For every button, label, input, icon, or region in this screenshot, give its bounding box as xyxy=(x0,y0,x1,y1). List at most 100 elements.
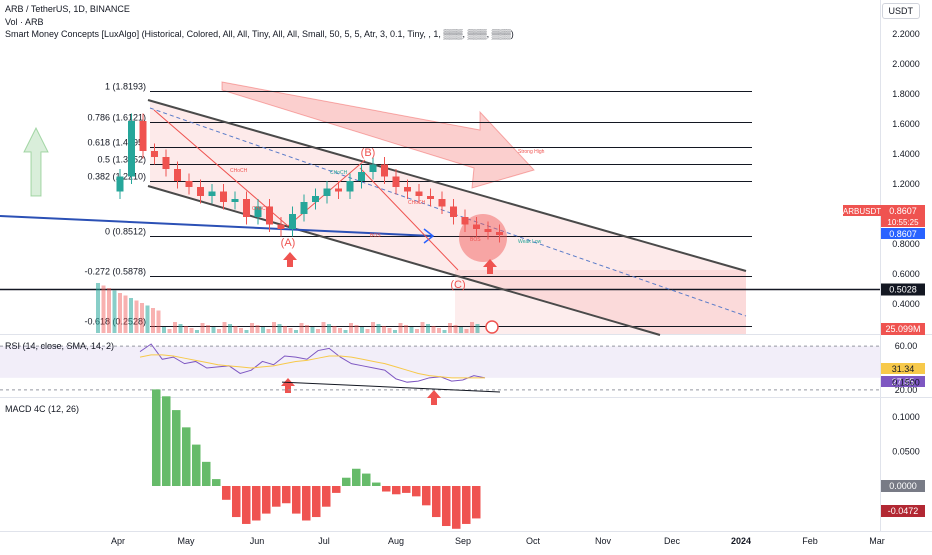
fib-level-label: 0.618 (1.4495) xyxy=(87,138,146,148)
rsi-tick-label: 20.00 xyxy=(895,385,918,395)
volume-bar xyxy=(382,326,386,333)
volume-bar xyxy=(112,290,117,333)
macd-bar xyxy=(292,486,301,514)
macd-bar xyxy=(472,486,481,519)
red-down-arrow xyxy=(221,81,535,189)
rsi-tag-bg xyxy=(881,363,925,374)
weak-low-label: Weak Low xyxy=(518,239,542,245)
macd-tick-label: 0.0500 xyxy=(892,447,920,457)
rsi-divergence-line xyxy=(281,381,501,393)
volume-bar xyxy=(316,329,320,333)
candle-body xyxy=(208,191,216,196)
volume-bar xyxy=(151,308,155,333)
fib-level-label: 1 (1.8193) xyxy=(105,82,146,92)
volume-bar xyxy=(266,329,271,333)
macd-bar xyxy=(462,486,471,524)
volume-bar xyxy=(398,323,403,333)
volume-bar xyxy=(453,325,458,333)
time-axis-label: Sep xyxy=(455,536,471,546)
volume-bar xyxy=(107,288,111,333)
volume-bar xyxy=(123,295,128,333)
macd-bar xyxy=(282,486,291,504)
rsi-legend[interactable]: RSI (14, close, SMA, 14, 2) xyxy=(5,341,115,351)
macd-bar xyxy=(182,427,191,486)
price-tick-label: 1.8000 xyxy=(892,89,920,99)
volume-bar xyxy=(459,327,463,333)
time-axis-label: Apr xyxy=(111,536,125,546)
time-axis-label: Jun xyxy=(250,536,265,546)
price-tick-label: 2.2000 xyxy=(892,29,920,39)
macd-bar xyxy=(162,396,171,486)
candle-body xyxy=(300,202,308,214)
channel-top-line xyxy=(147,99,747,272)
blue-trend-line xyxy=(0,215,433,237)
volume-tag-bg xyxy=(881,323,925,335)
volume-bar xyxy=(178,324,183,333)
channel-bottom-line xyxy=(147,185,661,336)
volume-bar xyxy=(305,325,309,333)
volume-bar xyxy=(217,329,221,333)
volume-bar xyxy=(404,325,408,333)
candle-body xyxy=(197,187,204,196)
red-diagonal xyxy=(359,167,459,271)
volume-bar xyxy=(195,330,199,333)
price-tick-label: 0.6000 xyxy=(892,269,920,279)
candle-body xyxy=(473,224,480,229)
volume-bar xyxy=(101,285,106,333)
candle-body xyxy=(185,181,193,187)
time-axis-label: Dec xyxy=(664,536,681,546)
volume-bar xyxy=(255,325,260,333)
volume-bar xyxy=(184,326,188,333)
volume-bar xyxy=(200,323,205,333)
macd-bar xyxy=(322,486,331,507)
indicator-legend[interactable]: Smart Money Concepts [LuxAlgo] (Historic… xyxy=(5,29,514,39)
volume-bar xyxy=(239,328,243,333)
currency-button[interactable]: USDT xyxy=(881,3,920,19)
volume-tag-text: 25.099M xyxy=(885,324,920,334)
volume-bar xyxy=(233,326,238,333)
rsi-ma-tag-text: 27.85 xyxy=(892,377,915,387)
earnings-marker xyxy=(485,320,499,334)
chart-title[interactable]: ARB / TetherUS, 1D, BINANCE xyxy=(5,4,130,14)
candle-body xyxy=(450,206,457,217)
macd-bar xyxy=(362,473,371,486)
macd-last-tag-bg xyxy=(881,505,925,517)
volume-legend[interactable]: Vol · ARB xyxy=(5,17,44,27)
candle-body xyxy=(174,169,181,181)
fib-level-label: -0.272 (0.5878) xyxy=(84,267,146,277)
current-tag-bg xyxy=(881,228,925,239)
macd-tick-label: 0.1000 xyxy=(892,412,920,422)
volume-bar xyxy=(173,322,177,333)
candle-body xyxy=(358,172,365,181)
macd-tick-label: 0.1500 xyxy=(892,378,920,388)
candle-body xyxy=(289,214,296,229)
macd-legend[interactable]: MACD 4C (12, 26) xyxy=(5,404,80,414)
volume-bar xyxy=(211,327,216,333)
macd-bar xyxy=(422,486,431,506)
volume-bar xyxy=(228,324,232,333)
candle-body xyxy=(346,181,354,192)
macd-bar xyxy=(352,468,361,486)
wave-label-b: (B) xyxy=(361,147,376,159)
blue-arrowhead xyxy=(423,228,435,244)
candle-body xyxy=(151,151,158,157)
candle-body xyxy=(392,176,400,187)
volume-bar xyxy=(442,330,447,333)
volume-bar xyxy=(162,327,166,333)
time-axis-label: Aug xyxy=(388,536,404,546)
choch-label: CHoCH xyxy=(408,200,426,206)
volume-bar xyxy=(244,330,249,333)
support-tag-bg xyxy=(881,283,925,296)
volume-bar xyxy=(431,326,436,333)
candle-body xyxy=(243,199,250,217)
choch-label: CHoCH xyxy=(330,170,348,176)
fib-level-label: 0.786 (1.6121) xyxy=(87,113,146,123)
rsi-ma-line xyxy=(139,354,485,379)
candle-body xyxy=(254,206,262,217)
price-tick-label: 1.6000 xyxy=(892,119,920,129)
candle-body xyxy=(427,196,434,199)
volume-bar xyxy=(189,328,194,333)
macd-last-tag-text: -0.0472 xyxy=(888,506,919,516)
